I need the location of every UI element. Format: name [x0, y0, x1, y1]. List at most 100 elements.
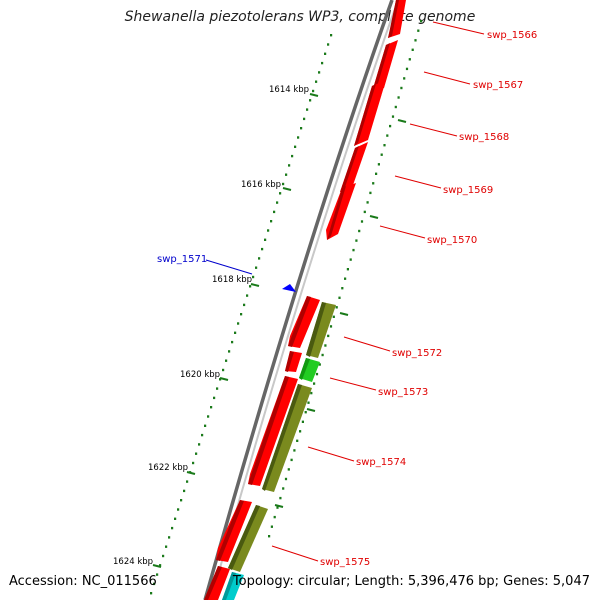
ruler-dot	[299, 430, 302, 433]
gene-red-lower-1[interactable]	[288, 296, 320, 348]
ruler-dot	[296, 439, 299, 442]
ruler-dot	[150, 592, 153, 595]
ruler-label-1618: 1618 kbp	[212, 275, 252, 285]
ruler-dot	[315, 372, 319, 376]
ruler-label-1614: 1614 kbp	[269, 85, 309, 95]
ruler-dot	[380, 153, 383, 156]
gene-swp_1572[interactable]	[306, 302, 336, 358]
ruler-dot	[177, 508, 180, 511]
ruler-dot	[324, 344, 327, 347]
ruler-label-1624: 1624 kbp	[113, 557, 153, 567]
ruler-dot	[156, 573, 159, 576]
gene-label-swp_1567[interactable]: swp_1567	[473, 80, 523, 91]
gene-swp_1574[interactable]	[262, 384, 312, 492]
gene-red-lower-4[interactable]	[216, 500, 252, 562]
gene-label-swp_1568[interactable]: swp_1568	[459, 132, 509, 143]
gene-swp_1566[interactable]	[388, 0, 406, 38]
gene-label-swp_1566[interactable]: swp_1566	[487, 30, 537, 41]
ruler-dot	[186, 480, 189, 483]
ruler-dot	[397, 96, 400, 99]
ruler-dot	[332, 315, 335, 318]
ruler-label-1616: 1616 kbp	[241, 180, 281, 190]
ruler-dot	[282, 487, 285, 490]
ruler-dot	[284, 477, 288, 481]
ruler-dot	[358, 229, 361, 233]
ruler-label-1620: 1620 kbp	[180, 370, 220, 380]
ruler-dot	[341, 287, 344, 290]
ruler-dot	[234, 331, 237, 334]
gene-swp_1568[interactable]	[354, 80, 386, 146]
ruler-dot	[213, 396, 216, 400]
ruler-dot	[405, 67, 409, 71]
gene-label-swp_1575[interactable]: swp_1575	[320, 557, 370, 568]
gene-label-swp_1572[interactable]: swp_1572	[392, 348, 442, 359]
ruler-dot	[349, 258, 352, 261]
ruler-dot	[279, 192, 282, 195]
ruler-dot	[237, 322, 240, 325]
gene-swp_1575[interactable]	[228, 505, 268, 572]
gene-cyan[interactable]	[222, 572, 244, 600]
ruler-dot	[377, 163, 380, 166]
ruler-dot	[372, 182, 375, 185]
gene-label-swp_1569[interactable]: swp_1569	[443, 185, 493, 196]
ruler-tick	[282, 187, 292, 191]
ruler-tick	[369, 215, 379, 219]
gene-label-swp_1574[interactable]: swp_1574	[356, 457, 406, 468]
gene-red-lower-5[interactable]	[204, 566, 230, 600]
ruler-label-1622: 1622 kbp	[148, 463, 188, 473]
ruler-dot	[313, 382, 316, 385]
ruler-dot	[375, 172, 378, 175]
ruler-dot	[321, 353, 324, 357]
ruler-dot	[403, 77, 406, 80]
ruler-dot	[327, 334, 330, 338]
ruler-dot	[268, 535, 271, 538]
ruler-dot	[408, 58, 411, 61]
ruler-dot	[400, 86, 403, 90]
gene-swp_1570[interactable]	[326, 183, 356, 240]
ruler-dot	[261, 247, 264, 251]
ruler-dot	[360, 220, 364, 223]
ruler-dot	[165, 545, 168, 548]
gene-label-swp_1570[interactable]: swp_1570	[427, 235, 477, 246]
gene-swp_1571[interactable]	[282, 284, 296, 292]
ruler-dot	[276, 201, 279, 204]
ruler-dot	[258, 257, 261, 260]
ruler-dot	[225, 359, 228, 362]
ruler-dot	[300, 127, 303, 130]
ruler-dot	[180, 499, 183, 502]
ruler-dot	[201, 433, 204, 437]
ruler-dot	[420, 20, 423, 23]
ruler-dot	[369, 191, 372, 195]
ruler-dot	[282, 182, 285, 186]
gene-swp_1569[interactable]	[340, 142, 368, 192]
ruler-dot	[159, 564, 162, 567]
ruler-dot	[285, 173, 288, 176]
ruler-tick	[250, 283, 260, 287]
gene-swp_1567[interactable]	[372, 40, 398, 92]
label-connector-swp_1571	[205, 259, 253, 275]
ruler-dot	[231, 340, 234, 344]
ruler-dot	[198, 443, 201, 446]
gene-swp_1573[interactable]	[299, 358, 320, 382]
ruler-dot	[168, 536, 171, 539]
ruler-tick	[152, 564, 162, 568]
ruler-tick	[274, 504, 284, 508]
ruler-dot	[276, 506, 279, 509]
gene-red-lower-3[interactable]	[248, 376, 298, 486]
gene-label-swp_1573[interactable]: swp_1573	[378, 387, 428, 398]
ruler-dot	[210, 406, 213, 409]
gene-label-swp_1571[interactable]: swp_1571	[157, 254, 207, 265]
ruler-dot	[307, 401, 310, 404]
gene-red-lower-2[interactable]	[285, 351, 302, 372]
ruler-dot	[383, 144, 386, 147]
ruler-ticks	[152, 93, 407, 568]
ruler-dot	[335, 306, 338, 309]
ruler-dot	[306, 108, 309, 111]
ruler-dot	[291, 154, 294, 158]
ruler-dot	[344, 277, 347, 280]
ruler-dot	[352, 248, 355, 252]
ruler-dot	[219, 378, 222, 381]
ruler-dot	[270, 525, 273, 528]
